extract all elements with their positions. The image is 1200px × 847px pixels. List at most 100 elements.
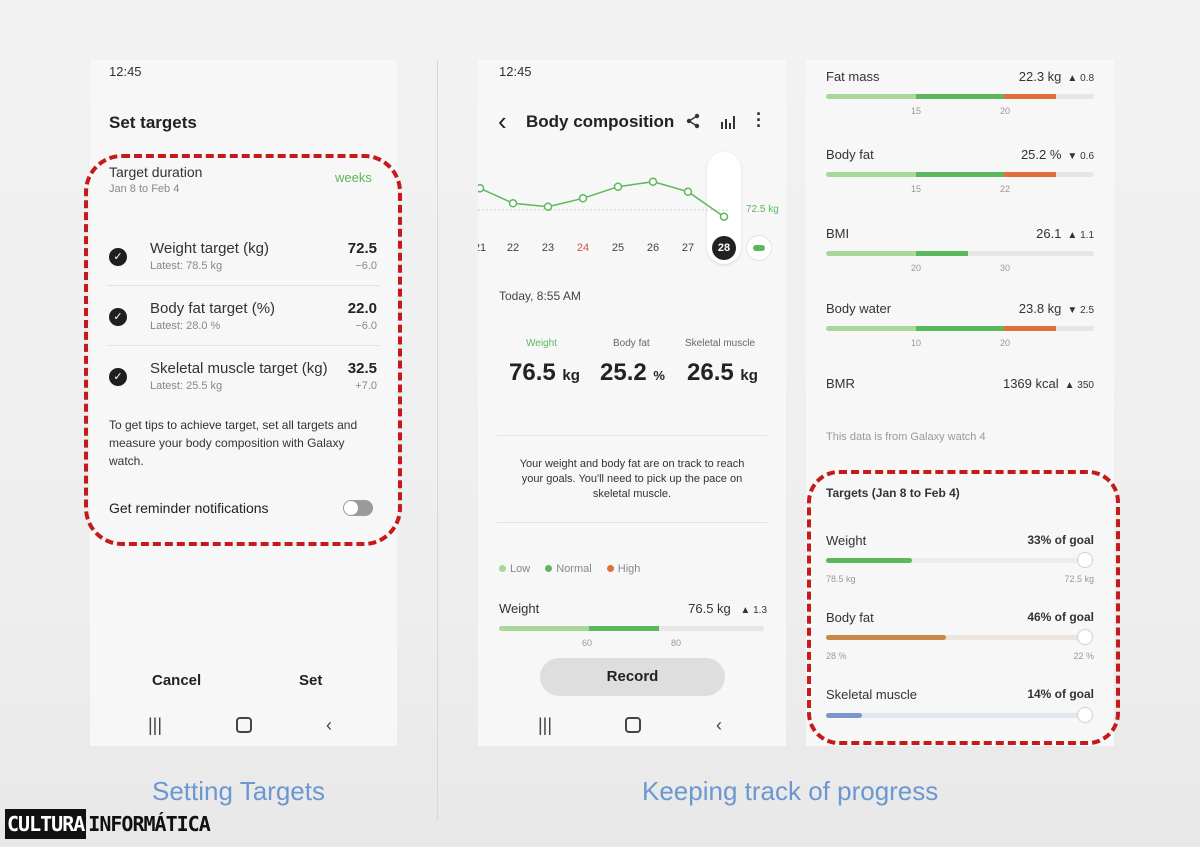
body-fat-number: 25.2 % <box>1020 147 1062 162</box>
home-icon[interactable] <box>236 717 252 733</box>
metric-body-fat-unit: % <box>653 368 665 383</box>
cancel-button[interactable]: Cancel <box>152 672 202 689</box>
progress-message: Your weight and body fat are on track to… <box>519 458 745 500</box>
set-button[interactable]: Set <box>299 672 323 689</box>
back-nav-icon[interactable]: ‹ <box>326 715 332 735</box>
day-label[interactable]: 25 <box>611 242 625 254</box>
goal-weight-start: 78.5 kg <box>826 574 856 584</box>
body-fat-bar-low <box>826 172 916 177</box>
metric-skeletal-muscle-number: 26.5 <box>687 359 734 386</box>
tick-label: 80 <box>671 638 682 646</box>
fat-mass-bar-track <box>1056 94 1094 99</box>
skeletal-muscle-target-latest: Latest: 25.5 kg <box>150 380 223 392</box>
tick-label: 15 <box>911 106 922 116</box>
trend-point[interactable] <box>508 199 518 208</box>
goal-weight-percent: 33% of goal <box>1027 533 1094 547</box>
bmi-value: 26.1 ▲ 1.1 <box>1036 226 1094 241</box>
fat-mass-bar-normal <box>916 94 1004 99</box>
skeletal-muscle-target-value[interactable]: 32.5 <box>347 360 377 377</box>
body-fat-bar-normal <box>916 172 1004 177</box>
status-time: 12:45 <box>109 64 142 79</box>
trend-point[interactable] <box>683 187 693 196</box>
legend-dot-high <box>606 565 614 572</box>
caption-setting-targets: Setting Targets <box>152 776 325 806</box>
range-bar-normal <box>589 626 659 631</box>
day-selector: 21 22 23 24 25 26 27 28 <box>478 236 786 260</box>
body-scale-icon[interactable] <box>746 235 772 261</box>
day-label[interactable]: 24 <box>576 242 590 254</box>
data-source-note: This data is from Galaxy watch 4 <box>826 431 986 443</box>
bmr-label: BMR <box>826 376 855 391</box>
target-duration-unit[interactable]: weeks <box>335 170 372 182</box>
trend-point[interactable] <box>719 212 729 221</box>
goal-weight-end: 72.5 kg <box>1064 574 1094 584</box>
goal-body-fat-end: 22 % <box>1073 651 1094 661</box>
trend-point[interactable] <box>543 202 553 211</box>
body-water-bar-low <box>826 326 916 331</box>
goal-skeletal-muscle-percent: 14% of goal <box>1027 687 1094 701</box>
goal-body-fat-label: Body fat <box>826 610 874 625</box>
body-composition-details-screen: Fat mass 22.3 kg ▲ 0.8 15 20 Body fat 25.… <box>806 60 1114 746</box>
body-composition-screen: 12:45 ‹ Body composition ··· 72.5 kg 212… <box>478 60 786 746</box>
check-icon[interactable]: ✓ <box>109 368 127 386</box>
bmr-value: 1369 kcal ▲ 350 <box>1003 376 1094 391</box>
point-value-label: 72.5 kg <box>746 204 779 215</box>
weight-row-ticks: 60 80 <box>478 638 786 646</box>
body-fat-target-value[interactable]: 22.0 <box>347 300 377 317</box>
weight-row-label: Weight <box>499 601 540 616</box>
body-fat-target-delta: −6.0 <box>355 320 377 332</box>
highlight-box-goals <box>807 470 1120 745</box>
goal-weight-label: Weight <box>826 533 867 548</box>
measurement-timestamp: Today, 8:55 AM <box>499 289 581 303</box>
goal-body-fat-fill <box>826 635 946 640</box>
day-label[interactable]: 23 <box>541 242 555 254</box>
check-icon[interactable]: ✓ <box>109 308 127 326</box>
recent-apps-icon[interactable]: ||| <box>148 715 163 735</box>
tick-label: 60 <box>582 638 593 646</box>
record-button[interactable]: Record <box>540 658 725 696</box>
trend-point[interactable] <box>613 182 623 191</box>
recent-apps-icon[interactable]: ||| <box>538 715 553 735</box>
weight-target-value[interactable]: 72.5 <box>347 240 377 257</box>
day-label[interactable]: 22 <box>506 242 520 254</box>
range-bar-track <box>659 626 764 631</box>
separator-line <box>437 60 438 820</box>
metric-skeletal-muscle-label: Skeletal muscle <box>685 338 756 349</box>
chart-icon[interactable] <box>720 114 736 129</box>
trend-point[interactable] <box>478 184 485 193</box>
metric-weight-value: 76.5 kg <box>509 359 580 387</box>
logo: CULTURA INFORMÁTICA <box>5 809 211 839</box>
fat-mass-bar-low <box>826 94 916 99</box>
legend-high: High <box>617 563 641 575</box>
day-label[interactable]: 27 <box>681 242 695 254</box>
logo-part-2: INFORMÁTICA <box>88 812 210 836</box>
home-icon[interactable] <box>625 717 641 733</box>
bmi-label: BMI <box>826 226 850 241</box>
bmr-number: 1369 kcal <box>1002 376 1059 391</box>
trend-line <box>479 180 725 218</box>
tick-label: 15 <box>911 184 922 194</box>
goal-skeletal-muscle-label: Skeletal muscle <box>826 687 918 702</box>
trend-point[interactable] <box>578 194 588 203</box>
bmi-bar-track <box>968 251 1094 256</box>
back-nav-icon[interactable]: ‹ <box>716 715 722 735</box>
back-icon[interactable]: ‹ <box>498 106 507 136</box>
skeletal-muscle-target-delta: +7.0 <box>355 380 377 392</box>
day-label[interactable]: 28 <box>712 236 736 260</box>
metric-skeletal-muscle-unit: kg <box>740 367 758 384</box>
day-label[interactable]: 21 <box>478 242 487 254</box>
body-water-bar-high <box>1004 326 1056 331</box>
body-water-number: 23.8 kg <box>1018 301 1062 316</box>
share-icon[interactable] <box>685 113 701 129</box>
legend-low: Low <box>510 563 531 575</box>
more-options-icon[interactable]: · · · <box>756 104 762 136</box>
check-icon[interactable]: ✓ <box>109 248 127 266</box>
day-label[interactable]: 26 <box>646 242 660 254</box>
tick-label: 20 <box>1000 338 1011 348</box>
fat-mass-value: 22.3 kg ▲ 0.8 <box>1019 69 1094 84</box>
goal-body-fat-track <box>826 635 1086 640</box>
fat-mass-number: 22.3 kg <box>1018 69 1062 84</box>
set-targets-screen: 12:45 Set targets Target duration Jan 8 … <box>90 60 397 746</box>
goal-weight-fill <box>826 558 912 563</box>
trend-point[interactable] <box>648 177 658 186</box>
